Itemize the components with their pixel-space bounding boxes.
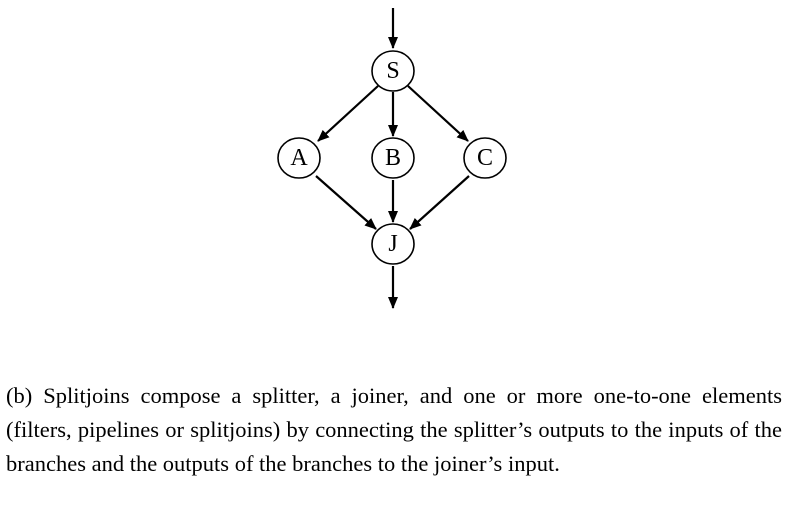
splitjoin-diagram: S A B C J — [0, 0, 787, 340]
edge-a-to-j — [316, 176, 376, 229]
edge-s-to-a — [318, 86, 378, 141]
node-c-label: C — [477, 145, 493, 171]
node-b: B — [372, 138, 414, 178]
node-c: C — [464, 138, 506, 178]
edge-c-to-j — [410, 176, 469, 229]
node-s-label: S — [386, 58, 399, 84]
node-s: S — [372, 51, 414, 91]
figure-caption: (b) Splitjoins compose a splitter, a joi… — [6, 379, 782, 481]
node-j-label: J — [388, 231, 397, 257]
node-a: A — [278, 138, 320, 178]
node-a-label: A — [290, 145, 308, 171]
node-j: J — [372, 224, 414, 264]
edge-s-to-c — [408, 86, 468, 141]
node-b-label: B — [385, 145, 401, 171]
